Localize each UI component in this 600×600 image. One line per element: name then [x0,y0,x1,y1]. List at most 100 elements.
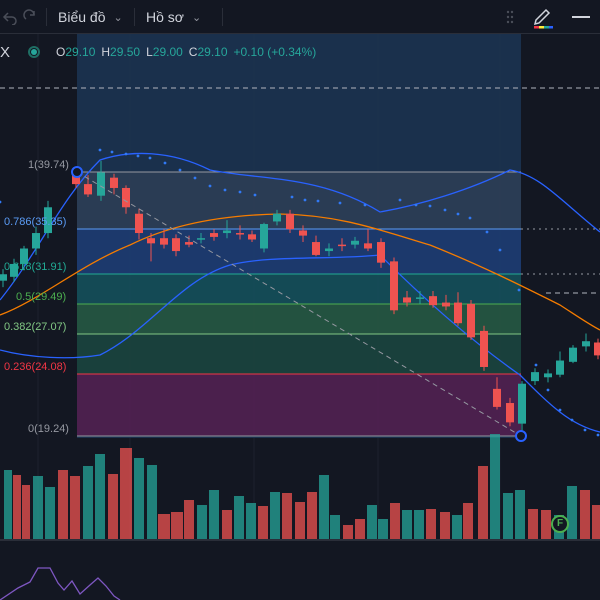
sar-dot [398,198,402,202]
sar-dot [428,204,432,208]
top-toolbar: Biểu đồ ⌄ Hồ sơ ⌄ [0,0,600,34]
undo-button[interactable] [2,0,18,34]
candle-body [544,373,552,378]
sar-dot [468,216,472,220]
candle-body [493,388,501,407]
sar-dot [303,198,307,202]
candle-body [506,403,514,423]
volume-bar [490,434,500,540]
candle-body [135,213,143,234]
candle-body [223,230,231,234]
volume-bar [367,505,377,540]
volume-bar [33,476,43,540]
volume-bar [503,493,513,540]
volume-bar [515,490,525,540]
volume-bar [147,465,157,540]
sar-dot [178,168,182,172]
line-style-button[interactable] [572,0,590,34]
volume-bar [541,510,551,540]
price-chart[interactable] [0,34,600,600]
volume-bar [414,510,424,540]
fib-level-label: 1(39.74) [28,159,69,171]
candle-body [122,187,130,208]
volume-bar [222,510,232,540]
volume-bar [120,448,132,540]
volume-bar [478,466,488,540]
volume-bar [295,502,305,540]
candle-body [338,244,346,247]
candle-body [32,233,40,249]
sar-dot [443,208,447,212]
volume-bar [355,519,365,540]
volume-bar [158,514,170,540]
change-value: +0.10 (+0.34%) [233,45,317,59]
sar-dot [338,201,342,205]
chart-menu[interactable]: Biểu đồ ⌄ [58,0,123,34]
sar-dot [193,176,197,180]
candle-body [390,261,398,311]
open-label: O [56,45,66,59]
undo-icon [2,12,17,25]
event-badge-label: F [556,518,564,529]
toolbar-separator [134,8,135,26]
sar-dot [124,152,128,156]
candle-body [147,238,155,244]
sar-dot [517,288,521,292]
candle-body [569,347,577,362]
sar-dot [148,156,152,160]
toolbar-separator [222,8,223,26]
volume-bar [592,505,600,540]
volume-bar [567,486,577,540]
candle-body [454,302,462,324]
fib-zone [77,229,521,274]
ohlc-legend: X O 29.10 H 29.50 L 29.00 C 29.10 +0.10 … [0,42,316,62]
candle-body [286,213,294,230]
fib-zone [77,172,521,229]
volume-bar [426,509,436,540]
sar-dot [136,154,140,158]
drag-handle-icon [506,10,514,24]
candle-body [0,274,7,281]
profile-menu[interactable]: Hồ sơ ⌄ [146,0,201,34]
volume-bar [197,505,207,540]
sar-dot [290,195,294,199]
candle-body [236,233,244,235]
candle-body [442,302,450,307]
sar-dot [546,388,550,392]
fib-level-label: 0.786(35.35) [4,216,67,228]
candle-body [364,243,372,249]
redo-button[interactable] [22,0,38,34]
fib-level-label: 0(19.24) [28,423,69,435]
chevron-down-icon: ⌄ [113,11,123,24]
volume-bar [70,476,80,540]
candle-body [556,360,564,375]
volume-bar [319,475,329,540]
event-badge[interactable]: F [551,515,569,533]
sar-dot [163,161,167,165]
candle-body [172,238,180,252]
volume-bar [83,466,93,540]
candle-body [594,342,600,356]
volume-bar [528,509,538,540]
close-label: C [188,45,198,59]
volume-bar [343,525,353,540]
volume-bar [282,493,292,540]
volume-bar [184,500,194,540]
candle-body [416,297,424,299]
candle-body [480,330,488,367]
candle-body [312,242,320,255]
volume-bar [270,492,280,540]
drawing-tool-button[interactable] [532,0,554,34]
moving-average-line [0,213,600,331]
toolbar-separator [46,8,47,26]
sar-dot [223,188,227,192]
sar-dot [414,203,418,207]
sar-dot [110,150,114,154]
oscillator-line [0,567,121,600]
fib-zone [77,274,521,304]
volume-bar [246,503,256,540]
volume-bar [58,470,68,540]
high-label: H [101,45,111,59]
drag-handle[interactable] [506,0,514,34]
volume-bar [307,492,317,540]
